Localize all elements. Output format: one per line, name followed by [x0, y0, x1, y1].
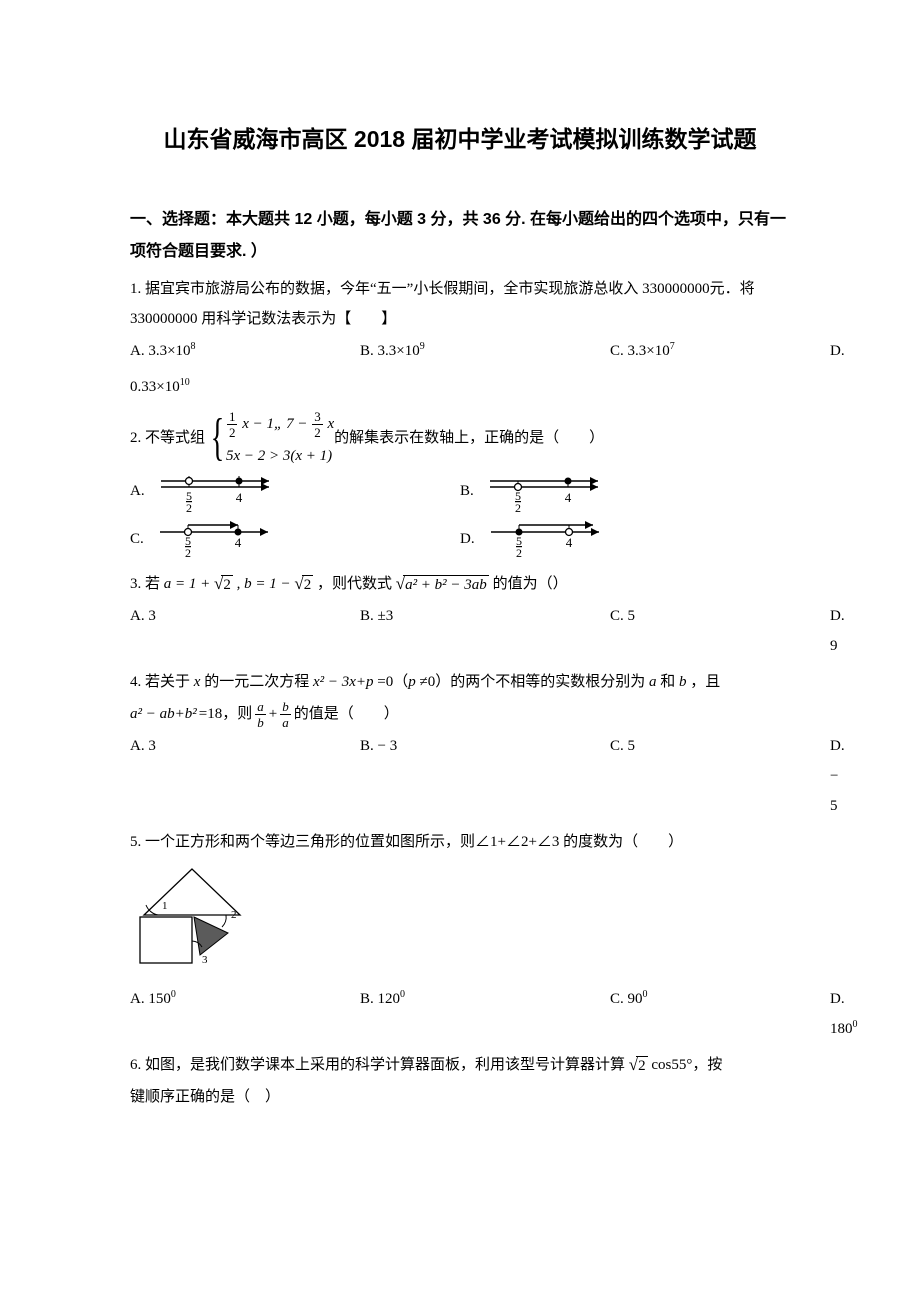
svg-text:4: 4 — [565, 535, 572, 550]
q2-pre: 2. 不等式组 — [130, 423, 205, 453]
page-title: 山东省威海市高区 2018 届初中学业考试模拟训练数学试题 — [130, 120, 790, 154]
q3-option-b: B. ±3 — [360, 601, 610, 661]
q2-eq-line2: 5x − 2 > 3(x + 1) — [226, 447, 334, 465]
q2-option-c: C. 5 2 4 — [130, 515, 460, 563]
q2-option-a: A. 5 2 4 — [130, 467, 460, 515]
svg-text:2: 2 — [516, 546, 522, 560]
svg-text:2: 2 — [515, 501, 521, 515]
number-line-d-icon: 5 2 4 — [481, 515, 611, 563]
q4-option-b: B. − 3 — [360, 731, 610, 821]
q5-option-c: C. 900 — [610, 984, 830, 1044]
q1-option-d-cont: 0.33×1010 — [130, 372, 790, 402]
number-line-c-icon: 5 2 4 — [150, 515, 280, 563]
q4-option-d: D. − 5 — [830, 731, 845, 821]
q1-stem: 1. 据宜宾市旅游局公布的数据，今年“五一”小长假期间，全市实现旅游总收入 33… — [130, 274, 790, 334]
q1-option-c: C. 3.3×107 — [610, 336, 830, 366]
exam-page: 山东省威海市高区 2018 届初中学业考试模拟训练数学试题 一、选择题：本大题共… — [0, 0, 920, 1174]
q6-stem-line1: 6. 如图，是我们数学课本上采用的科学计算器面板，利用该型号计算器计算 √2 c… — [130, 1050, 790, 1080]
q5-option-d: D. 1800 — [830, 984, 858, 1044]
number-line-b-icon: 5 2 4 — [480, 467, 610, 515]
q4-stem-line2: a² − ab+b² =18，则 ab + ba 的值是（ ） — [130, 699, 790, 729]
q2-options: A. 5 2 4 B. — [130, 467, 790, 563]
q2-option-b: B. 5 2 4 — [460, 467, 790, 515]
q3-option-c: C. 5 — [610, 601, 830, 661]
svg-text:2: 2 — [231, 909, 237, 921]
svg-text:1: 1 — [162, 900, 168, 912]
q2-system: { 12 x − 1„ 7 − 32 x 5x − 2 > 3(x + 1) — [205, 410, 334, 465]
q5-figure: 1 2 3 — [130, 863, 790, 978]
svg-text:2: 2 — [185, 546, 191, 560]
svg-text:4: 4 — [235, 535, 242, 550]
q4-stem-line1: 4. 若关于 x 的一元二次方程 x² − 3x+p =0（p ≠0）的两个不相… — [130, 667, 790, 697]
q5-option-a: A. 1500 — [130, 984, 360, 1044]
svg-text:4: 4 — [235, 490, 242, 505]
q3-stem: 3. 若 a = 1 + √2 , b = 1 − √2 ，则代数式 √a² +… — [130, 569, 790, 599]
q1-option-b: B. 3.3×109 — [360, 336, 610, 366]
q5-geometry-icon: 1 2 3 — [130, 863, 260, 973]
q5-option-b: B. 1200 — [360, 984, 610, 1044]
q2-eq-line1: 12 x − 1„ 7 − 32 x — [226, 410, 334, 439]
q1-options: A. 3.3×108 B. 3.3×109 C. 3.3×107 D. — [130, 336, 790, 366]
q3-option-d: D. 9 — [830, 601, 845, 661]
section-1-heading: 一、选择题：本大题共 12 小题，每小题 3 分，共 36 分. 在每小题给出的… — [130, 204, 790, 268]
svg-text:4: 4 — [565, 490, 572, 505]
q2-stem: 2. 不等式组 { 12 x − 1„ 7 − 32 x 5x − 2 > 3(… — [130, 410, 790, 465]
q3-option-a: A. 3 — [130, 601, 360, 661]
q2-post: 的解集表示在数轴上，正确的是（ ） — [334, 423, 604, 453]
q5-options: A. 1500 B. 1200 C. 900 D. 1800 — [130, 984, 790, 1044]
q4-options: A. 3 B. − 3 C. 5 D. − 5 — [130, 731, 790, 821]
q3-options: A. 3 B. ±3 C. 5 D. 9 — [130, 601, 790, 661]
q4-option-c: C. 5 — [610, 731, 830, 821]
q1-option-d: D. — [830, 336, 845, 366]
svg-text:3: 3 — [202, 954, 208, 966]
q2-option-d: D. 5 2 4 — [460, 515, 790, 563]
q4-option-a: A. 3 — [130, 731, 360, 821]
q5-stem: 5. 一个正方形和两个等边三角形的位置如图所示，则∠1+∠2+∠3 的度数为（ … — [130, 827, 790, 857]
q6-stem-line2: 键顺序正确的是（ ） — [130, 1082, 790, 1112]
svg-text:2: 2 — [186, 501, 192, 515]
number-line-a-icon: 5 2 4 — [151, 467, 281, 515]
q1-option-a: A. 3.3×108 — [130, 336, 360, 366]
